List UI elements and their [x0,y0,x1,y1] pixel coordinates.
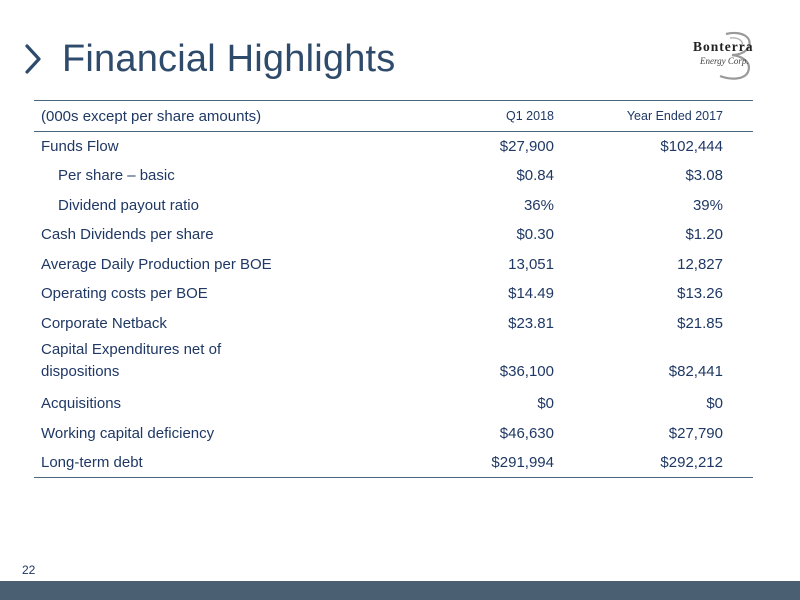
cell-q1-2018: $27,900 [499,138,554,155]
page-number: 22 [22,563,36,577]
table-row: Long-term debt $291,994 $292,212 [34,448,753,478]
cell-q1-2018: $291,994 [436,448,554,478]
title-row: Financial Highlights [22,34,396,84]
cell-q1-2018: $0 [537,395,554,413]
table-row: Acquisitions $0 $0 [34,389,753,419]
table-row: Average Daily Production per BOE 13,051 … [34,250,753,280]
row-label: Cash Dividends per share [41,226,214,244]
row-label: Capital Expenditures net of dispositions [34,338,436,389]
financial-highlights-table: (000s except per share amounts) Q1 2018 … [34,100,753,478]
cell-ye-2017: $21.85 [677,314,723,332]
table-row: Per share – basic $0.84 $3.08 [34,161,753,191]
table-row: Operating costs per BOE $14.49 $13.26 [34,279,753,309]
cell-q1-2018: $0.30 [516,226,554,244]
cell-q1-2018: 13,051 [508,255,554,273]
cell-ye-2017: 39% [692,196,723,214]
cell-ye-2017: $0 [706,395,723,413]
logo-name: Bonterra [693,39,754,54]
cell-ye-2017: 12,827 [677,255,723,273]
header-q1-2018: Q1 2018 [436,100,554,132]
cell-ye-2017: $13.26 [677,285,723,303]
row-label: Dividend payout ratio [58,196,199,214]
footer-bar [0,581,800,600]
cell-ye-2017: $292,212 [554,448,753,478]
chevron-right-icon [22,39,48,79]
cell-ye-2017: $82,441 [668,363,723,380]
cell-ye-2017: $27,790 [668,424,723,442]
row-label-line-1: Capital Expenditures net of [41,341,222,358]
row-label: Working capital deficiency [41,424,215,442]
table-row: Dividend payout ratio 36% 39% [34,191,753,221]
header-year-ended-2017: Year Ended 2017 [554,100,753,132]
table-row: Corporate Netback $23.81 $21.85 [34,309,753,339]
row-label: Operating costs per BOE [41,285,208,303]
table-row: Cash Dividends per share $0.30 $1.20 [34,220,753,250]
row-label: Funds Flow [41,138,119,155]
cell-ye-2017: $102,444 [660,138,723,155]
cell-q1-2018: $23.81 [508,314,554,332]
page-title: Financial Highlights [62,37,396,80]
cell-ye-2017: $3.08 [685,167,723,185]
header-label: (000s except per share amounts) [34,100,436,132]
table-row: Working capital deficiency $46,630 $27,7… [34,419,753,449]
row-label: Average Daily Production per BOE [41,255,272,273]
cell-q1-2018: $0.84 [516,167,554,185]
row-label: Per share – basic [58,167,175,185]
cell-q1-2018: $14.49 [508,285,554,303]
row-label: Long-term debt [34,448,436,478]
row-label: Corporate Netback [41,314,167,332]
company-logo: Bonterra Energy Corp. [690,28,762,82]
logo-swirl-mark [719,31,751,80]
table-row: Capital Expenditures net of dispositions… [34,338,753,389]
cell-ye-2017: $1.20 [685,226,723,244]
row-label: Acquisitions [41,395,122,413]
logo-subtitle: Energy Corp. [700,56,749,66]
table-header-row: (000s except per share amounts) Q1 2018 … [34,100,753,132]
table-row: Funds Flow $27,900 $102,444 [34,132,753,162]
cell-q1-2018: 36% [523,196,554,214]
row-label-line-2: dispositions [41,363,120,380]
cell-q1-2018: $46,630 [499,424,554,442]
cell-q1-2018: $36,100 [499,363,554,380]
